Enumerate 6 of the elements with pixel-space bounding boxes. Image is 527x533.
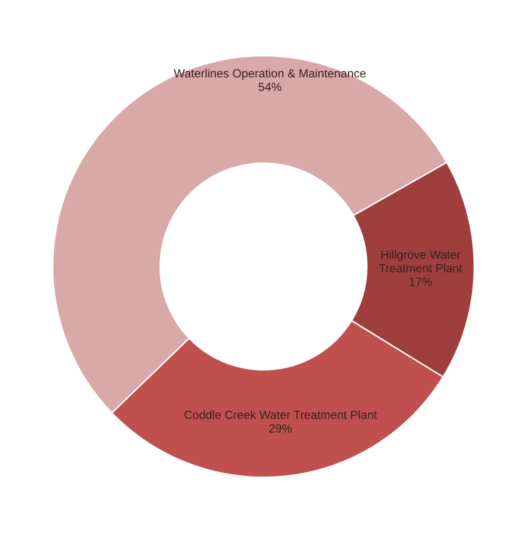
slice-label: Hillgrove Water Treatment Plant <box>379 250 462 272</box>
slice-label: Coddle Creek Water Treatment Plant <box>184 410 377 420</box>
data-label: 29% <box>269 424 292 433</box>
data-label: 54% <box>258 82 282 92</box>
slice-label: Waterlines Operation & Maintenance <box>174 68 366 80</box>
data-label: 17% <box>410 278 432 286</box>
